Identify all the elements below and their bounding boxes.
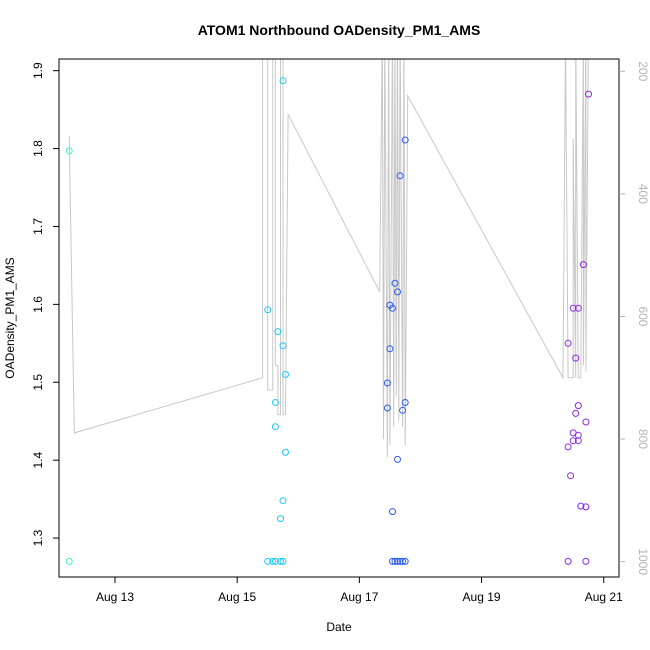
data-point	[389, 508, 396, 516]
data-point	[277, 515, 284, 523]
data-point	[271, 399, 279, 406]
data-point	[277, 557, 284, 565]
data-point	[569, 437, 577, 445]
data-point	[399, 557, 407, 565]
data-point	[582, 503, 590, 511]
chart-title: ATOM1 Northbound OADensity_PM1_AMS	[198, 22, 481, 38]
data-point	[65, 557, 73, 565]
secondary-series-line	[68, 59, 589, 458]
data-point	[394, 288, 401, 296]
data-point	[574, 304, 582, 312]
data-point	[399, 406, 407, 414]
data-point	[574, 437, 582, 445]
data-point	[271, 423, 279, 431]
data-point	[585, 90, 592, 98]
y-tick-label: 1.9	[31, 62, 45, 79]
data-point	[279, 77, 287, 85]
x-tick-label: Aug 21	[585, 590, 623, 604]
y-tick-label: 1.3	[31, 529, 45, 546]
y-axis-label: OADensity_PM1_AMS	[3, 257, 17, 378]
data-point	[401, 557, 409, 565]
data-point	[567, 472, 575, 480]
data-point	[65, 147, 73, 155]
data-point	[391, 557, 399, 565]
y2-tick-label: 600	[636, 306, 650, 326]
data-point	[394, 557, 401, 565]
y-tick-label: 1.4	[31, 451, 45, 468]
data-point	[269, 557, 277, 565]
data-point	[394, 455, 401, 463]
x-tick-label: Aug 17	[340, 590, 378, 604]
data-point	[572, 409, 580, 417]
data-point	[271, 557, 279, 565]
data-point	[383, 379, 391, 387]
data-point	[579, 261, 587, 269]
data-point	[572, 354, 580, 362]
data-point	[569, 304, 577, 312]
data-point	[564, 339, 572, 347]
y2-tick-label: 1000	[636, 548, 650, 575]
y2-tick-label: 400	[636, 184, 650, 204]
x-tick-label: Aug 19	[463, 590, 501, 604]
y-tick-label: 1.5	[31, 374, 45, 391]
data-point	[574, 402, 582, 410]
data-point	[401, 399, 409, 406]
x-axis-label: Date	[326, 620, 352, 634]
y-tick-label: 1.6	[31, 296, 45, 313]
data-point	[264, 306, 272, 314]
data-point	[582, 418, 590, 426]
x-tick-label: Aug 15	[218, 590, 256, 604]
data-point	[389, 304, 396, 312]
data-point	[577, 502, 585, 510]
data-point	[279, 342, 287, 350]
y-tick-label: 1.7	[31, 218, 45, 235]
plot-frame	[58, 58, 620, 578]
data-point	[401, 136, 409, 144]
y2-tick-label: 800	[636, 429, 650, 449]
data-point	[264, 557, 272, 565]
data-point	[282, 448, 289, 456]
data-point	[274, 328, 282, 336]
y2-tick-label: 200	[636, 61, 650, 81]
data-point	[564, 443, 572, 451]
data-point	[564, 557, 572, 565]
data-point	[396, 557, 404, 565]
data-point	[396, 172, 404, 180]
data-point	[582, 557, 590, 565]
x-tick-label: Aug 13	[96, 590, 134, 604]
data-point	[279, 497, 287, 505]
points-layer	[65, 77, 592, 565]
data-point	[282, 371, 289, 378]
secondary-line-layer	[68, 59, 589, 458]
data-point	[279, 557, 287, 565]
data-point	[389, 557, 396, 565]
y-tick-label: 1.8	[31, 140, 45, 157]
data-point	[391, 279, 399, 287]
data-point	[386, 345, 394, 353]
data-point	[383, 404, 391, 412]
axes-layer: Aug 13 Aug 15 Aug 17 Aug 19 Aug 21 1.3 1.4 1.5 1…	[31, 61, 650, 604]
